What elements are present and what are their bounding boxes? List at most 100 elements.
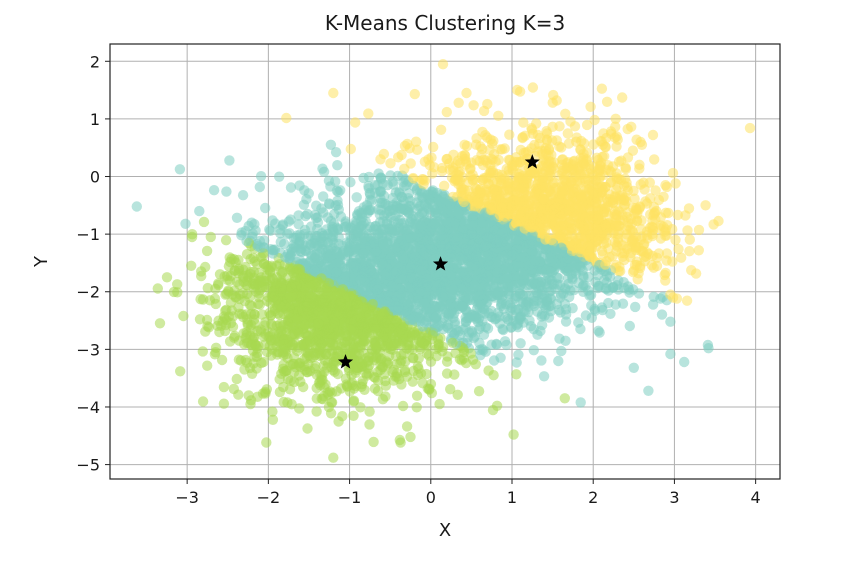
- scatter-point: [322, 387, 333, 398]
- scatter-point: [172, 287, 183, 298]
- scatter-point: [513, 261, 524, 272]
- scatter-point: [547, 178, 559, 189]
- scatter-point: [275, 266, 286, 277]
- scatter-point: [241, 249, 253, 260]
- scatter-point: [309, 240, 320, 252]
- scatter-point: [325, 139, 337, 150]
- scatter-point: [435, 124, 447, 135]
- scatter-point: [390, 225, 401, 237]
- scatter-point: [578, 272, 589, 283]
- scatter-point: [476, 225, 487, 236]
- scatter-point: [576, 135, 587, 147]
- scatter-point: [301, 194, 312, 205]
- scatter-point: [393, 152, 404, 163]
- scatter-point: [648, 291, 659, 302]
- scatter-point: [518, 181, 529, 193]
- scatter-point: [409, 88, 420, 100]
- scatter-point: [656, 309, 668, 320]
- scatter-point: [248, 276, 260, 287]
- scatter-point: [296, 243, 307, 254]
- scatter-point: [220, 235, 232, 246]
- scatter-point: [456, 254, 468, 265]
- scatter-point: [458, 196, 470, 208]
- scatter-point: [622, 181, 633, 193]
- scatter-point: [535, 325, 546, 337]
- scatter-point: [629, 237, 640, 249]
- scatter-point: [415, 368, 427, 379]
- scatter-point: [605, 308, 616, 319]
- scatter-point: [645, 193, 656, 204]
- scatter-point: [401, 179, 412, 191]
- scatter-point: [576, 191, 587, 202]
- scatter-point: [536, 288, 547, 300]
- scatter-point: [474, 344, 485, 356]
- scatter-point: [363, 108, 374, 119]
- scatter-point: [624, 320, 635, 332]
- scatter-point: [396, 324, 407, 335]
- scatter-point: [670, 234, 681, 246]
- scatter-point: [518, 117, 529, 128]
- scatter-point: [509, 160, 520, 171]
- scatter-point: [427, 187, 438, 198]
- scatter-point: [528, 300, 540, 312]
- scatter-point: [357, 375, 368, 386]
- scatter-point: [453, 97, 464, 109]
- scatter-point: [631, 259, 642, 271]
- scatter-point: [229, 265, 240, 276]
- scatter-point: [601, 96, 613, 108]
- scatter-point: [528, 345, 539, 356]
- scatter-point: [337, 247, 349, 258]
- scatter-point: [152, 283, 163, 294]
- scatter-point: [601, 224, 613, 235]
- scatter-point: [385, 158, 396, 169]
- scatter-point: [408, 172, 419, 184]
- scatter-point: [350, 117, 361, 128]
- scatter-point: [364, 419, 375, 430]
- scatter-point: [376, 297, 387, 308]
- scatter-point: [547, 121, 558, 132]
- scatter-point: [569, 121, 581, 132]
- scatter-point: [298, 381, 309, 393]
- scatter-point: [648, 262, 659, 273]
- scatter-point: [265, 265, 276, 277]
- scatter-point: [610, 299, 621, 310]
- scatter-point: [401, 232, 413, 243]
- scatter-point: [611, 141, 622, 152]
- scatter-point: [650, 185, 661, 196]
- scatter-point: [399, 140, 411, 152]
- scatter-point: [555, 289, 567, 300]
- scatter-point: [345, 143, 356, 155]
- scatter-point: [700, 200, 711, 211]
- scatter-point: [649, 154, 660, 165]
- scatter-point: [279, 334, 290, 345]
- scatter-point: [470, 359, 481, 370]
- scatter-point: [325, 250, 336, 262]
- scatter-point: [330, 147, 342, 158]
- scatter-point: [274, 171, 285, 182]
- scatter-point: [423, 350, 435, 361]
- scatter-point: [331, 356, 342, 367]
- scatter-point: [629, 193, 640, 204]
- scatter-point: [499, 211, 510, 222]
- scatter-point: [621, 242, 632, 253]
- scatter-point: [498, 324, 509, 336]
- scatter-point: [590, 276, 601, 288]
- scatter-point: [647, 129, 659, 141]
- scatter-point: [661, 248, 673, 259]
- scatter-point: [274, 386, 286, 398]
- scatter-point: [350, 241, 361, 253]
- scatter-point: [477, 217, 488, 228]
- scatter-point: [667, 256, 678, 267]
- scatter-point: [202, 282, 213, 294]
- scatter-point: [364, 406, 375, 417]
- scatter-point: [611, 246, 622, 257]
- scatter-point: [575, 397, 586, 408]
- scatter-point: [485, 168, 496, 179]
- scatter-point: [545, 266, 556, 277]
- scatter-point: [570, 203, 581, 214]
- scatter-point: [216, 320, 227, 331]
- scatter-point: [376, 353, 387, 365]
- scatter-point: [302, 423, 313, 434]
- scatter-point: [311, 406, 322, 417]
- scatter-point: [681, 295, 693, 306]
